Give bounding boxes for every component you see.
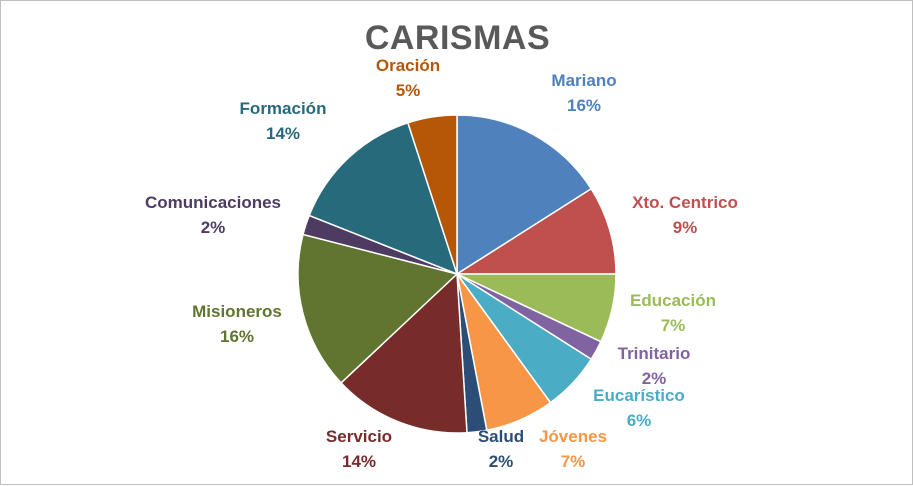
pie-slice-misioneros <box>297 233 459 384</box>
slice-percent-xto-centrico: 9% <box>673 218 698 237</box>
pie-slice-servicio <box>340 272 468 434</box>
slice-percent-eucar-stico: 6% <box>627 411 652 430</box>
slice-percent-trinitario: 2% <box>642 369 667 388</box>
slice-label-mariano: Mariano <box>551 71 616 90</box>
chart-title: CARISMAS <box>364 19 551 57</box>
slice-label-comunicaciones: Comunicaciones <box>145 193 281 212</box>
slice-percent-misioneros: 16% <box>220 327 254 346</box>
pie-slice-oraci-n <box>406 114 458 275</box>
slice-percent-j-venes: 7% <box>561 452 586 471</box>
pie-slice-xto-centrico <box>454 187 617 275</box>
slice-label-eucar-stico: Eucarístico <box>593 386 685 405</box>
slice-label-trinitario: Trinitario <box>618 344 691 363</box>
slice-percent-oraci-n: 5% <box>396 81 421 100</box>
slice-label-formaci-n: Formación <box>240 99 327 118</box>
slice-percent-formaci-n: 14% <box>266 124 300 143</box>
pie-slice-mariano <box>456 114 593 276</box>
slice-percent-mariano: 16% <box>567 96 601 115</box>
slice-percent-servicio: 14% <box>342 452 376 471</box>
slice-label-j-venes: Jóvenes <box>539 427 607 446</box>
slice-label-misioneros: Misioneros <box>192 302 282 321</box>
slice-label-salud: Salud <box>478 427 524 446</box>
slice-label-xto-centrico: Xto. Centrico <box>632 193 738 212</box>
slice-label-oraci-n: Oración <box>376 56 440 75</box>
slice-label-educaci-n: Educación <box>630 291 716 310</box>
slice-percent-salud: 2% <box>489 452 514 471</box>
slice-percent-educaci-n: 7% <box>661 316 686 335</box>
slice-percent-comunicaciones: 2% <box>201 218 226 237</box>
slice-label-servicio: Servicio <box>326 427 392 446</box>
